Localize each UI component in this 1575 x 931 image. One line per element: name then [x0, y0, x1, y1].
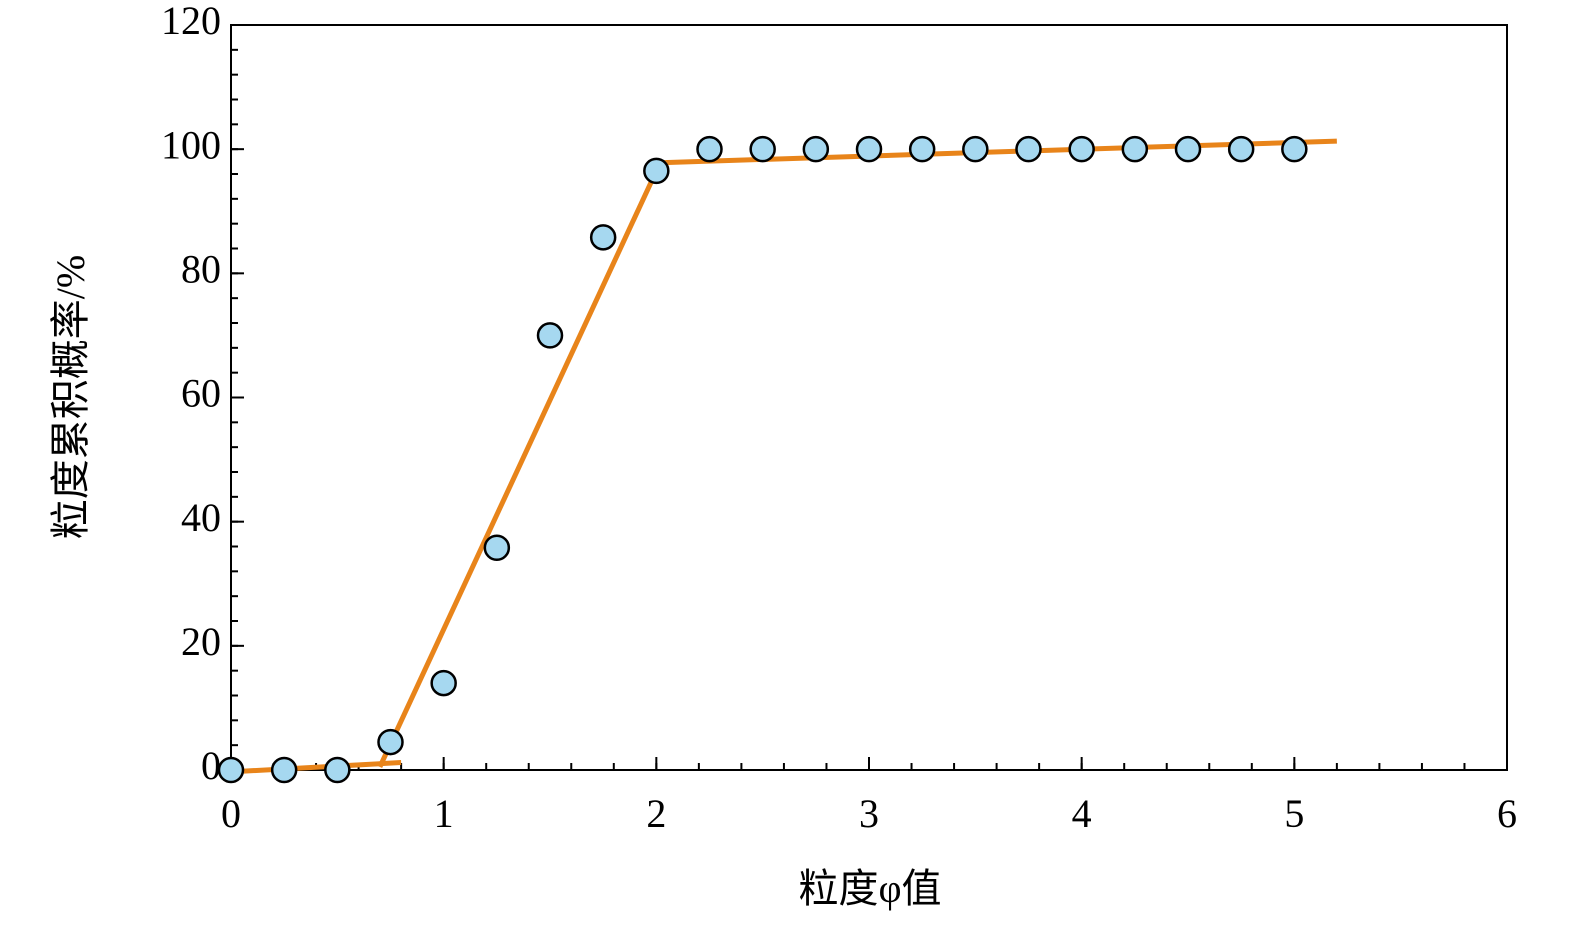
y-tick-label: 120: [161, 0, 221, 43]
data-point: [324, 756, 351, 784]
data-point: [377, 728, 404, 756]
x-tick-label: 3: [859, 791, 879, 836]
data-point: [696, 135, 723, 163]
fit-line: [230, 760, 402, 775]
data-point: [1015, 135, 1042, 163]
data-point: [217, 756, 245, 784]
plot-frame: [230, 24, 1508, 771]
x-tick-label: 5: [1284, 791, 1304, 836]
data-point: [1281, 135, 1308, 163]
fit-line: [377, 169, 659, 768]
x-tick-label: 4: [1072, 791, 1092, 836]
data-point: [908, 135, 936, 163]
data-point: [536, 322, 564, 349]
data-point: [855, 135, 883, 163]
data-point: [270, 756, 298, 784]
y-tick-label: 0: [201, 743, 221, 788]
x-tick-label: 2: [646, 791, 666, 836]
x-tick-label: 0: [221, 791, 241, 836]
data-point: [1227, 135, 1255, 163]
data-point: [483, 534, 511, 561]
data-point: [1174, 135, 1202, 163]
data-point: [643, 157, 670, 185]
data-point: [589, 224, 617, 251]
y-tick-label: 100: [161, 122, 221, 167]
y-tick-label: 80: [181, 247, 221, 292]
y-axis-label: 粒度累积概率/%: [48, 255, 93, 539]
y-tick-label: 40: [181, 495, 221, 540]
x-tick-label: 1: [434, 791, 454, 836]
data-point: [1121, 135, 1149, 163]
data-point: [749, 135, 776, 163]
data-point: [430, 669, 457, 697]
data-point: [802, 135, 830, 163]
y-tick-label: 60: [181, 371, 221, 416]
y-tick-label: 20: [181, 619, 221, 664]
data-point: [962, 135, 989, 163]
data-point: [1068, 135, 1095, 163]
x-tick-label: 6: [1497, 791, 1517, 836]
x-axis-label: 粒度φ值: [798, 866, 941, 911]
